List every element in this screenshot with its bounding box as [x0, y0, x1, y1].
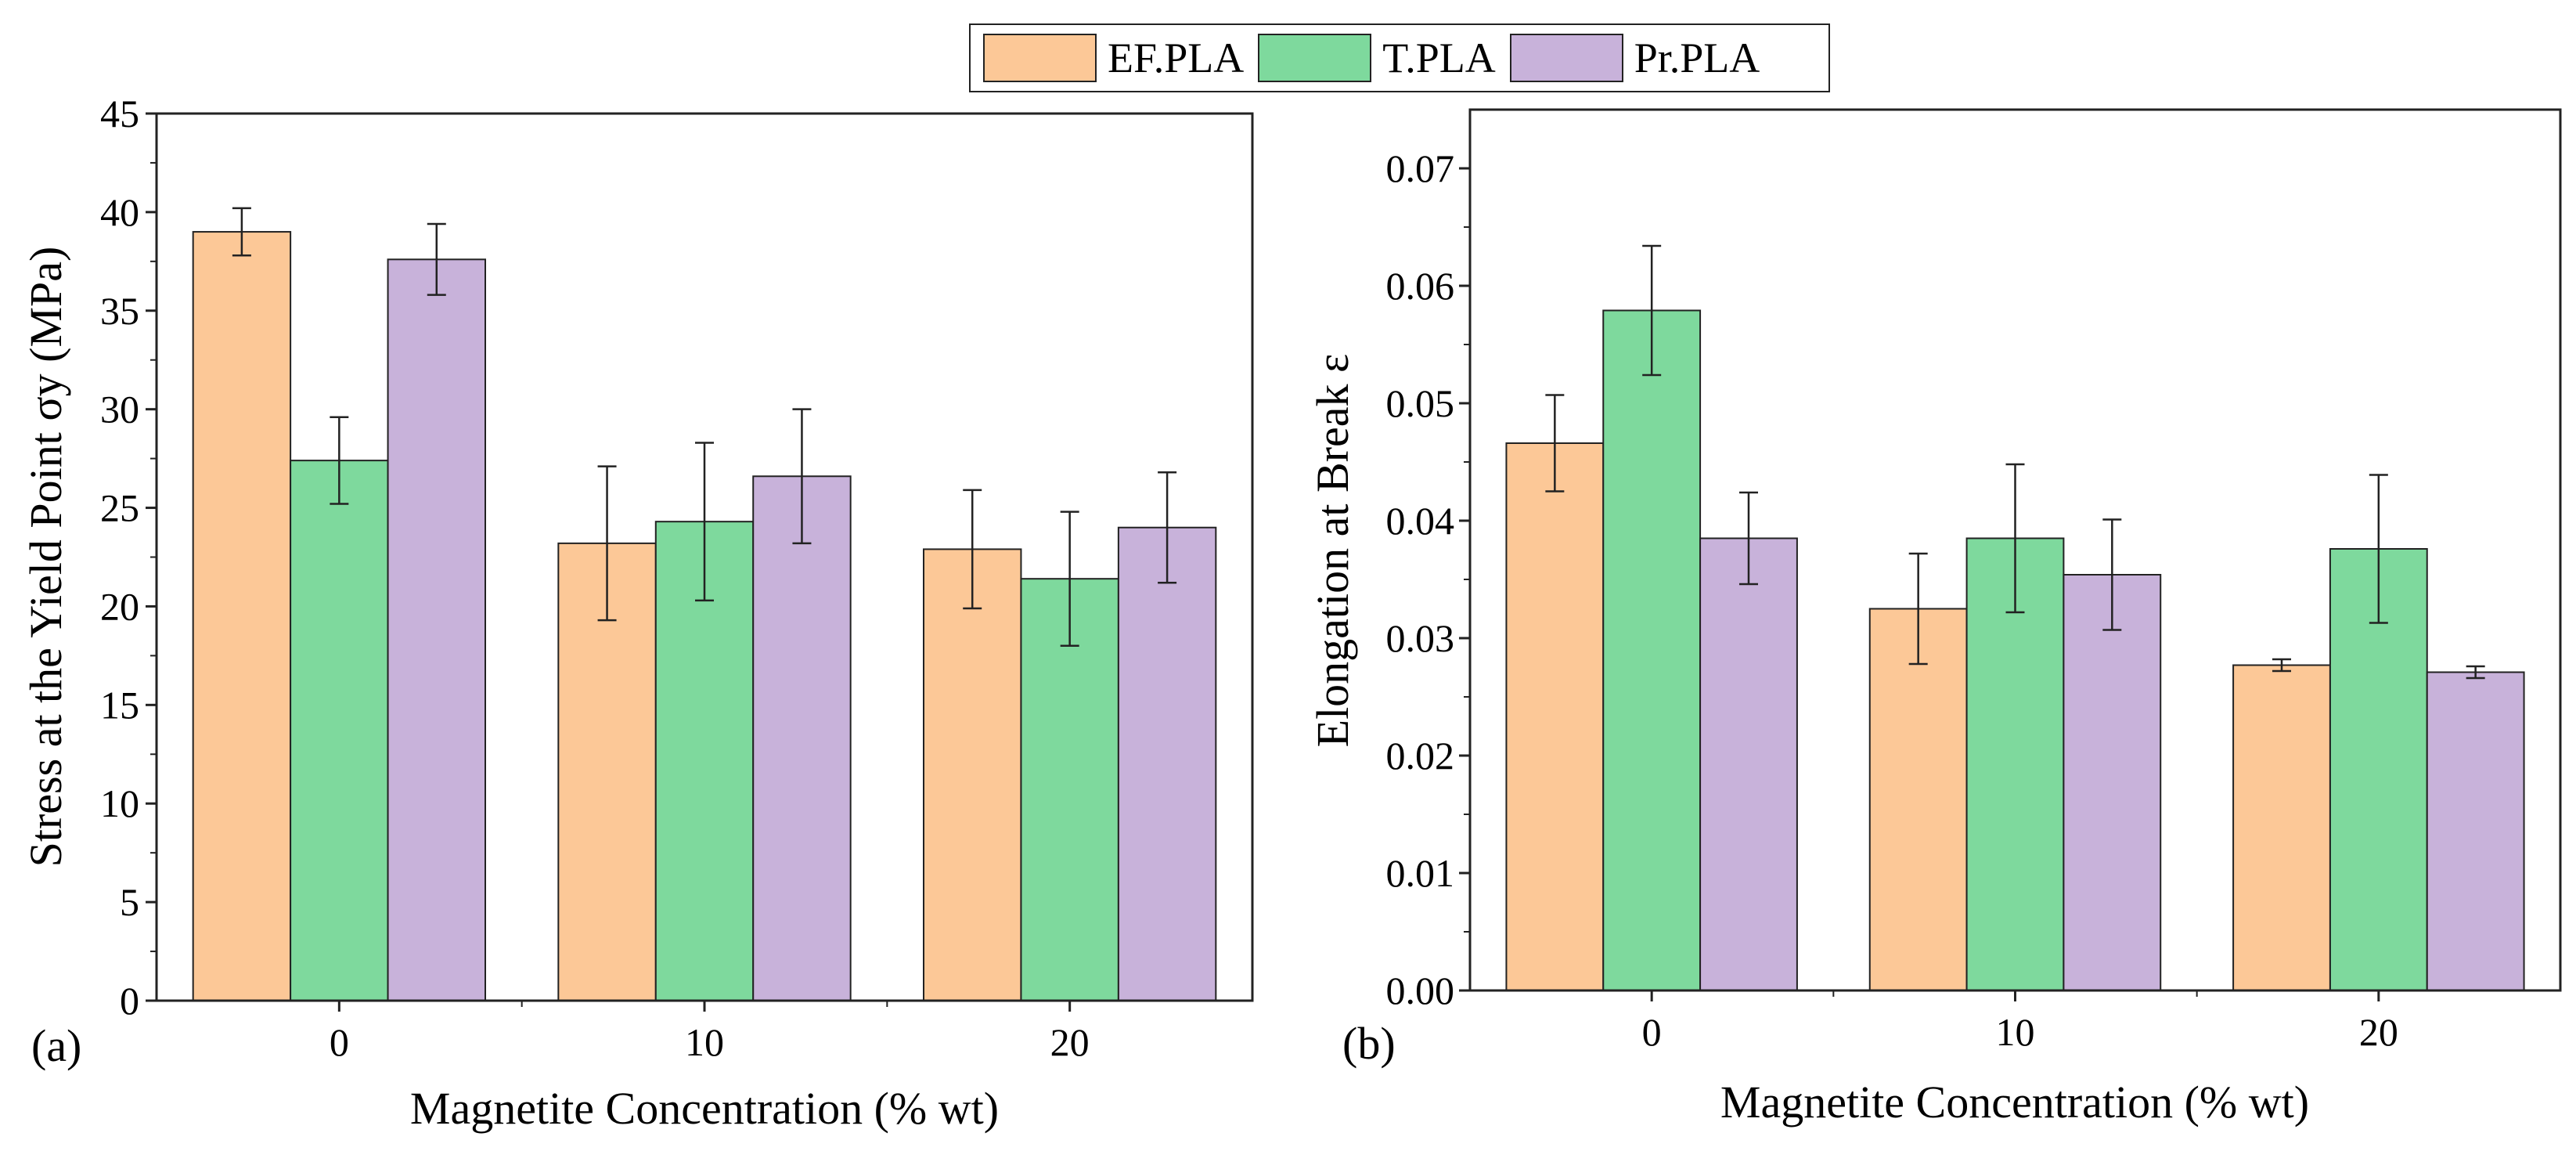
y-tick-label: 0.02: [1386, 734, 1455, 778]
y-tick-label: 0.04: [1386, 499, 1455, 543]
y-tick-label: 0.01: [1386, 851, 1455, 895]
bar-ef-pla-20: [923, 548, 1022, 1001]
y-tick-label: 20: [100, 584, 139, 628]
x-tick-label: 20: [1050, 1020, 1090, 1064]
y-tick-label: 5: [120, 880, 139, 924]
legend-label-pr-pla: Pr.PLA: [1634, 34, 1760, 81]
y-tick-label: 0.00: [1386, 969, 1455, 1012]
bar-pr-pla-10: [752, 475, 852, 1001]
x-tick-label: 10: [685, 1020, 724, 1064]
y-tick-label: 10: [100, 781, 139, 825]
y-tick-label: 0.05: [1386, 381, 1455, 425]
x-tick-label: 0: [1642, 1010, 1662, 1054]
panel-label: (b): [1342, 1018, 1396, 1069]
y-tick-label: 35: [100, 289, 139, 333]
bar-ef-pla-0: [1505, 442, 1605, 991]
panel-label: (a): [31, 1020, 81, 1071]
bar-pr-pla-0: [1699, 537, 1798, 991]
legend-item-ef-pla: EF.PLA: [983, 34, 1244, 82]
bar-t-pla-10: [654, 521, 755, 1001]
bar-pr-pla-10: [2063, 574, 2162, 991]
legend-label-t-pla: T.PLA: [1382, 34, 1496, 81]
legend-label-ef-pla: EF.PLA: [1108, 34, 1245, 81]
x-axis-label: Magnetite Concentration (% wt): [1720, 1077, 2309, 1128]
y-tick-label: 0.03: [1386, 616, 1455, 660]
legend-swatch-ef-pla: [983, 34, 1097, 82]
bar-pr-pla-20: [2426, 671, 2525, 991]
bar-ef-pla-0: [192, 231, 292, 1002]
y-tick-label: 25: [100, 486, 139, 530]
plot-frame: [1468, 108, 2562, 992]
y-tick-label: 30: [100, 388, 139, 431]
y-tick-label: 40: [100, 190, 139, 234]
panel-a-stress-chart: 0 5 10 15 20 25 30 35 40 45 0 10 20 Magnetite Concent…: [20, 92, 1254, 1134]
bar-t-pla-20: [1020, 578, 1119, 1001]
y-tick-label: 0.06: [1386, 264, 1455, 308]
x-tick-label: 10: [1996, 1010, 2035, 1054]
bar-t-pla-10: [1965, 537, 2065, 991]
y-tick-label: 15: [100, 683, 139, 727]
legend-item-pr-pla: Pr.PLA: [1509, 34, 1760, 82]
x-axis-label: Magnetite Concentration (% wt): [410, 1083, 999, 1134]
bar-t-pla-0: [1602, 309, 1702, 991]
x-tick-label: 0: [330, 1020, 349, 1064]
bar-ef-pla-10: [1868, 608, 1968, 991]
legend: EF.PLA T.PLA Pr.PLA: [969, 23, 1830, 92]
x-tick-label: 20: [2359, 1010, 2398, 1054]
y-tick-label: 45: [100, 92, 139, 135]
y-tick-label: 0.07: [1386, 146, 1455, 190]
bar-pr-pla-20: [1117, 526, 1217, 1001]
legend-swatch-pr-pla: [1509, 34, 1623, 82]
bar-ef-pla-20: [2232, 664, 2331, 991]
y-axis-label: Elongation at Break ε: [1307, 354, 1358, 748]
bar-pr-pla-0: [387, 258, 486, 1001]
panel-b-elongation-chart: 0.00 0.01 0.02 0.03 0.04 0.05 0.06 0.07 0 10 20 Mag…: [1307, 108, 2562, 1128]
legend-swatch-t-pla: [1258, 34, 1372, 82]
y-axis-label: Stress at the Yield Point σy (MPa): [20, 247, 71, 868]
bar-t-pla-0: [290, 460, 389, 1001]
legend-item-t-pla: T.PLA: [1258, 34, 1496, 82]
y-tick-label: 0: [120, 979, 139, 1023]
plot-frame: [155, 112, 1254, 1002]
